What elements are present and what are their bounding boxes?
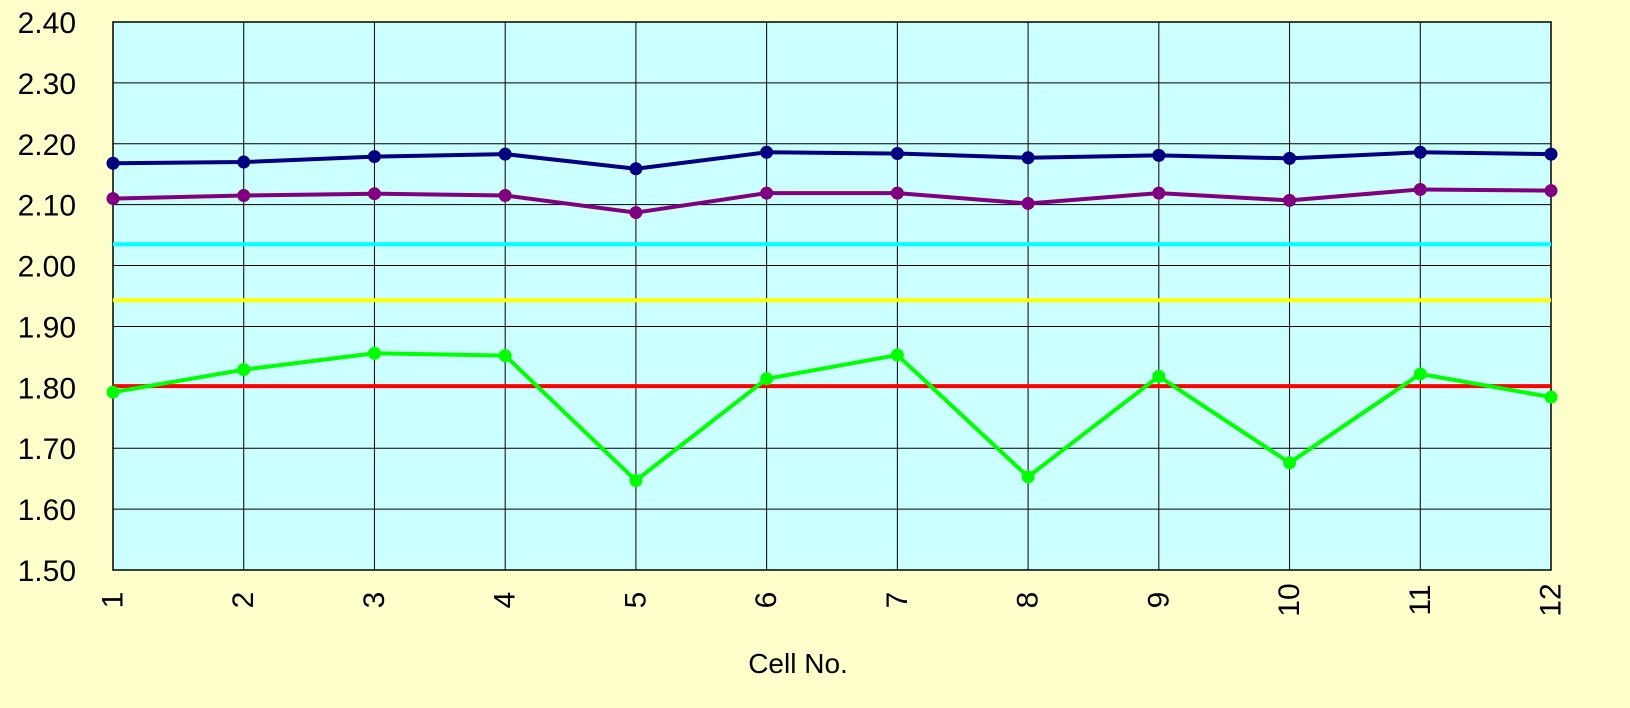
x-tick-label-1: 1 xyxy=(97,592,130,609)
series-2-point-5 xyxy=(629,473,643,487)
series-line-0 xyxy=(112,150,1552,171)
reference-lines xyxy=(113,242,1551,389)
grid-lines xyxy=(112,21,1552,571)
x-tick-label-10: 10 xyxy=(1273,583,1306,616)
series-1-point-10 xyxy=(1283,193,1297,207)
series-0-point-12 xyxy=(1544,147,1558,161)
series-2-point-7 xyxy=(890,348,904,362)
x-axis-title: Cell No. xyxy=(748,648,848,679)
series-line-1 xyxy=(112,187,1552,215)
data-series xyxy=(106,145,1558,487)
x-tick-label-4: 4 xyxy=(489,592,522,609)
series-2-point-1 xyxy=(106,385,120,399)
series-2-point-12 xyxy=(1544,390,1558,404)
series-1-point-3 xyxy=(367,187,381,201)
series-2 xyxy=(106,346,1558,487)
x-axis-ticks: 1 2 3 4 5 6 7 8 9 10 11 12 xyxy=(97,583,1568,616)
series-0-point-8 xyxy=(1021,151,1035,165)
series-1-point-11 xyxy=(1413,182,1427,196)
y-tick-label-1: 1.60 xyxy=(18,494,76,527)
series-2-point-6 xyxy=(760,372,774,386)
series-2-point-11 xyxy=(1413,367,1427,381)
x-tick-label-2: 2 xyxy=(227,592,260,609)
series-0 xyxy=(106,145,1558,176)
series-2-point-10 xyxy=(1283,456,1297,470)
series-0-point-11 xyxy=(1413,145,1427,159)
y-axis-ticks: 1.50 1.60 1.70 1.80 1.90 2.00 2.10 2.20 2.30 2.40 xyxy=(18,7,76,588)
series-line-2 xyxy=(112,351,1552,483)
plot-area xyxy=(113,22,1551,570)
series-2-point-9 xyxy=(1152,369,1166,383)
series-1-point-4 xyxy=(498,189,512,203)
x-tick-label-6: 6 xyxy=(750,592,783,609)
series-0-point-3 xyxy=(367,150,381,164)
series-0-point-10 xyxy=(1283,151,1297,165)
x-tick-label-3: 3 xyxy=(358,592,391,609)
x-tick-label-12: 12 xyxy=(1535,583,1568,616)
series-0-point-5 xyxy=(629,162,643,176)
x-tick-label-7: 7 xyxy=(881,592,914,609)
series-1-point-7 xyxy=(890,186,904,200)
x-tick-label-5: 5 xyxy=(619,592,652,609)
series-0-point-7 xyxy=(890,147,904,161)
series-1-point-8 xyxy=(1021,196,1035,210)
series-2-point-2 xyxy=(237,363,251,377)
x-tick-label-9: 9 xyxy=(1142,592,1175,609)
y-tick-label-3: 1.80 xyxy=(18,372,76,405)
y-tick-label-0: 1.50 xyxy=(18,555,76,588)
series-0-point-4 xyxy=(498,147,512,161)
y-tick-label-6: 2.10 xyxy=(18,190,76,223)
series-1-point-5 xyxy=(629,206,643,220)
series-1-point-9 xyxy=(1152,186,1166,200)
series-1-point-2 xyxy=(237,189,251,203)
y-tick-label-8: 2.30 xyxy=(18,68,76,101)
y-tick-label-2: 1.70 xyxy=(18,433,76,466)
series-1-point-1 xyxy=(106,192,120,206)
y-tick-label-9: 2.40 xyxy=(18,7,76,40)
series-0-point-6 xyxy=(760,145,774,159)
series-1-point-12 xyxy=(1544,184,1558,198)
series-0-point-9 xyxy=(1152,148,1166,162)
y-tick-label-4: 1.90 xyxy=(18,311,76,344)
series-2-point-8 xyxy=(1021,470,1035,484)
plot-border xyxy=(112,21,1552,571)
series-1 xyxy=(106,182,1558,220)
series-0-point-1 xyxy=(106,156,120,170)
y-tick-label-7: 2.20 xyxy=(18,129,76,162)
series-1-point-6 xyxy=(760,186,774,200)
series-2-point-3 xyxy=(367,346,381,360)
series-0-point-2 xyxy=(237,155,251,169)
x-tick-label-11: 11 xyxy=(1404,584,1437,615)
y-tick-label-5: 2.00 xyxy=(18,251,76,284)
x-tick-label-8: 8 xyxy=(1012,592,1045,609)
series-2-point-4 xyxy=(498,349,512,363)
